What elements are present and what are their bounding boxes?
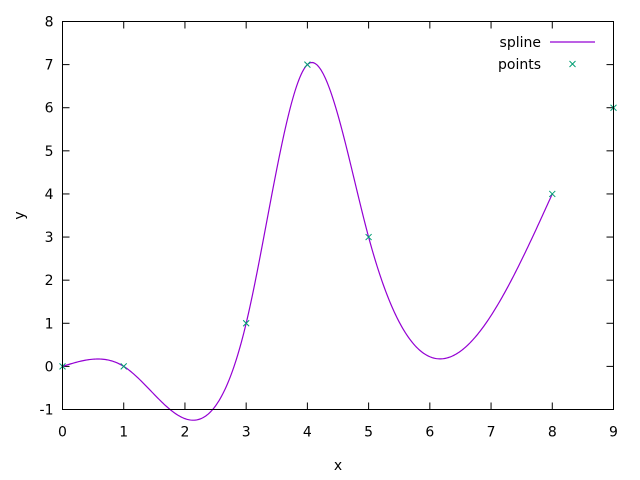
legend-label: points <box>498 57 541 73</box>
x-tick-label: 9 <box>609 425 618 441</box>
data-point <box>120 363 128 370</box>
plot-frame <box>62 21 614 410</box>
data-point <box>242 319 250 327</box>
y-tick-label: 3 <box>45 230 54 246</box>
y-tick-label: 7 <box>45 58 54 74</box>
x-tick-label: 7 <box>487 425 496 441</box>
x-tick-label: 6 <box>425 425 434 441</box>
y-tick-label: -1 <box>40 403 54 419</box>
x-tick-label: 0 <box>58 425 67 441</box>
y-tick-label: 2 <box>45 273 54 289</box>
legend: spline points <box>498 35 595 73</box>
x-tick-label: 4 <box>303 425 312 441</box>
legend-label: spline <box>500 35 541 51</box>
legend-swatch <box>569 60 576 68</box>
y-tick-label: 8 <box>45 15 54 31</box>
x-axis-label: x <box>334 458 342 474</box>
data-point <box>548 190 556 198</box>
y-tick-label: 6 <box>45 101 54 117</box>
data-point <box>304 61 311 68</box>
x-tick-label: 5 <box>364 425 373 441</box>
data-point <box>365 233 372 241</box>
x-tick-label: 3 <box>242 425 251 441</box>
y-tick-label: 5 <box>45 144 54 160</box>
x-tick-label: 8 <box>548 425 557 441</box>
y-axis-label: y <box>12 211 28 219</box>
y-tick-label: 0 <box>45 359 54 375</box>
x-tick-label: 2 <box>180 425 189 441</box>
y-tick-label: 4 <box>45 187 54 203</box>
x-tick-label: 1 <box>119 425 128 441</box>
y-tick-label: 1 <box>45 316 54 332</box>
